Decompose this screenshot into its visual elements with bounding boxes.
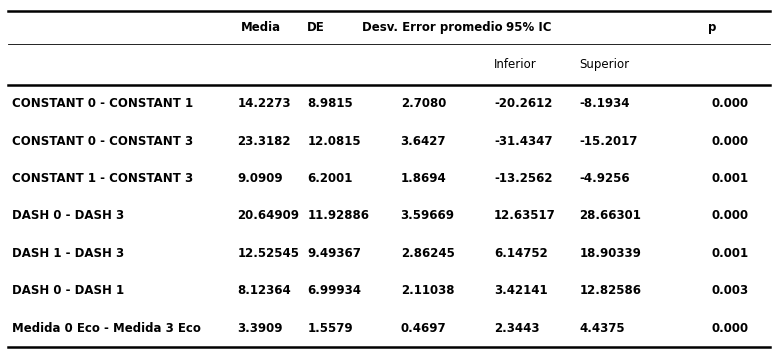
Text: 8.12364: 8.12364 — [237, 284, 291, 297]
Text: 12.82586: 12.82586 — [580, 284, 642, 297]
Text: 95% IC: 95% IC — [506, 21, 552, 34]
Text: Inferior: Inferior — [494, 58, 537, 71]
Text: 2.11038: 2.11038 — [401, 284, 454, 297]
Text: DE: DE — [307, 21, 325, 34]
Text: 12.0815: 12.0815 — [307, 135, 361, 148]
Text: 3.3909: 3.3909 — [237, 322, 282, 335]
Text: 0.001: 0.001 — [712, 172, 749, 185]
Text: 12.52545: 12.52545 — [237, 247, 300, 260]
Text: 28.66301: 28.66301 — [580, 210, 642, 222]
Text: 3.6427: 3.6427 — [401, 135, 446, 148]
Text: 0.003: 0.003 — [712, 284, 749, 297]
Text: Desv. Error promedio: Desv. Error promedio — [362, 21, 503, 34]
Text: 2.3443: 2.3443 — [494, 322, 539, 335]
Text: CONSTANT 1 - CONSTANT 3: CONSTANT 1 - CONSTANT 3 — [12, 172, 193, 185]
Text: DASH 1 - DASH 3: DASH 1 - DASH 3 — [12, 247, 124, 260]
Text: -4.9256: -4.9256 — [580, 172, 630, 185]
Text: 1.8694: 1.8694 — [401, 172, 447, 185]
Text: -13.2562: -13.2562 — [494, 172, 552, 185]
Text: -8.1934: -8.1934 — [580, 97, 630, 110]
Text: 1.5579: 1.5579 — [307, 322, 353, 335]
Text: DASH 0 - DASH 1: DASH 0 - DASH 1 — [12, 284, 124, 297]
Text: Medida 0 Eco - Medida 3 Eco: Medida 0 Eco - Medida 3 Eco — [12, 322, 201, 335]
Text: 0.000: 0.000 — [712, 135, 749, 148]
Text: -31.4347: -31.4347 — [494, 135, 552, 148]
Text: 2.86245: 2.86245 — [401, 247, 454, 260]
Text: CONSTANT 0 - CONSTANT 3: CONSTANT 0 - CONSTANT 3 — [12, 135, 193, 148]
Text: 11.92886: 11.92886 — [307, 210, 370, 222]
Text: 8.9815: 8.9815 — [307, 97, 353, 110]
Text: Media: Media — [241, 21, 282, 34]
Text: 18.90339: 18.90339 — [580, 247, 642, 260]
Text: -20.2612: -20.2612 — [494, 97, 552, 110]
Text: 0.000: 0.000 — [712, 322, 749, 335]
Text: CONSTANT 0 - CONSTANT 1: CONSTANT 0 - CONSTANT 1 — [12, 97, 193, 110]
Text: Superior: Superior — [580, 58, 629, 71]
Text: 0.000: 0.000 — [712, 210, 749, 222]
Text: DASH 0 - DASH 3: DASH 0 - DASH 3 — [12, 210, 124, 222]
Text: 2.7080: 2.7080 — [401, 97, 446, 110]
Text: 6.14752: 6.14752 — [494, 247, 548, 260]
Text: 3.42141: 3.42141 — [494, 284, 548, 297]
Text: 6.2001: 6.2001 — [307, 172, 352, 185]
Text: 6.99934: 6.99934 — [307, 284, 361, 297]
Text: 9.49367: 9.49367 — [307, 247, 361, 260]
Text: 14.2273: 14.2273 — [237, 97, 291, 110]
Text: 23.3182: 23.3182 — [237, 135, 291, 148]
Text: 12.63517: 12.63517 — [494, 210, 555, 222]
Text: 3.59669: 3.59669 — [401, 210, 454, 222]
Text: 9.0909: 9.0909 — [237, 172, 283, 185]
Text: 20.64909: 20.64909 — [237, 210, 300, 222]
Text: -15.2017: -15.2017 — [580, 135, 638, 148]
Text: p: p — [708, 21, 716, 34]
Text: 0.4697: 0.4697 — [401, 322, 447, 335]
Text: 0.001: 0.001 — [712, 247, 749, 260]
Text: 0.000: 0.000 — [712, 97, 749, 110]
Text: 4.4375: 4.4375 — [580, 322, 626, 335]
